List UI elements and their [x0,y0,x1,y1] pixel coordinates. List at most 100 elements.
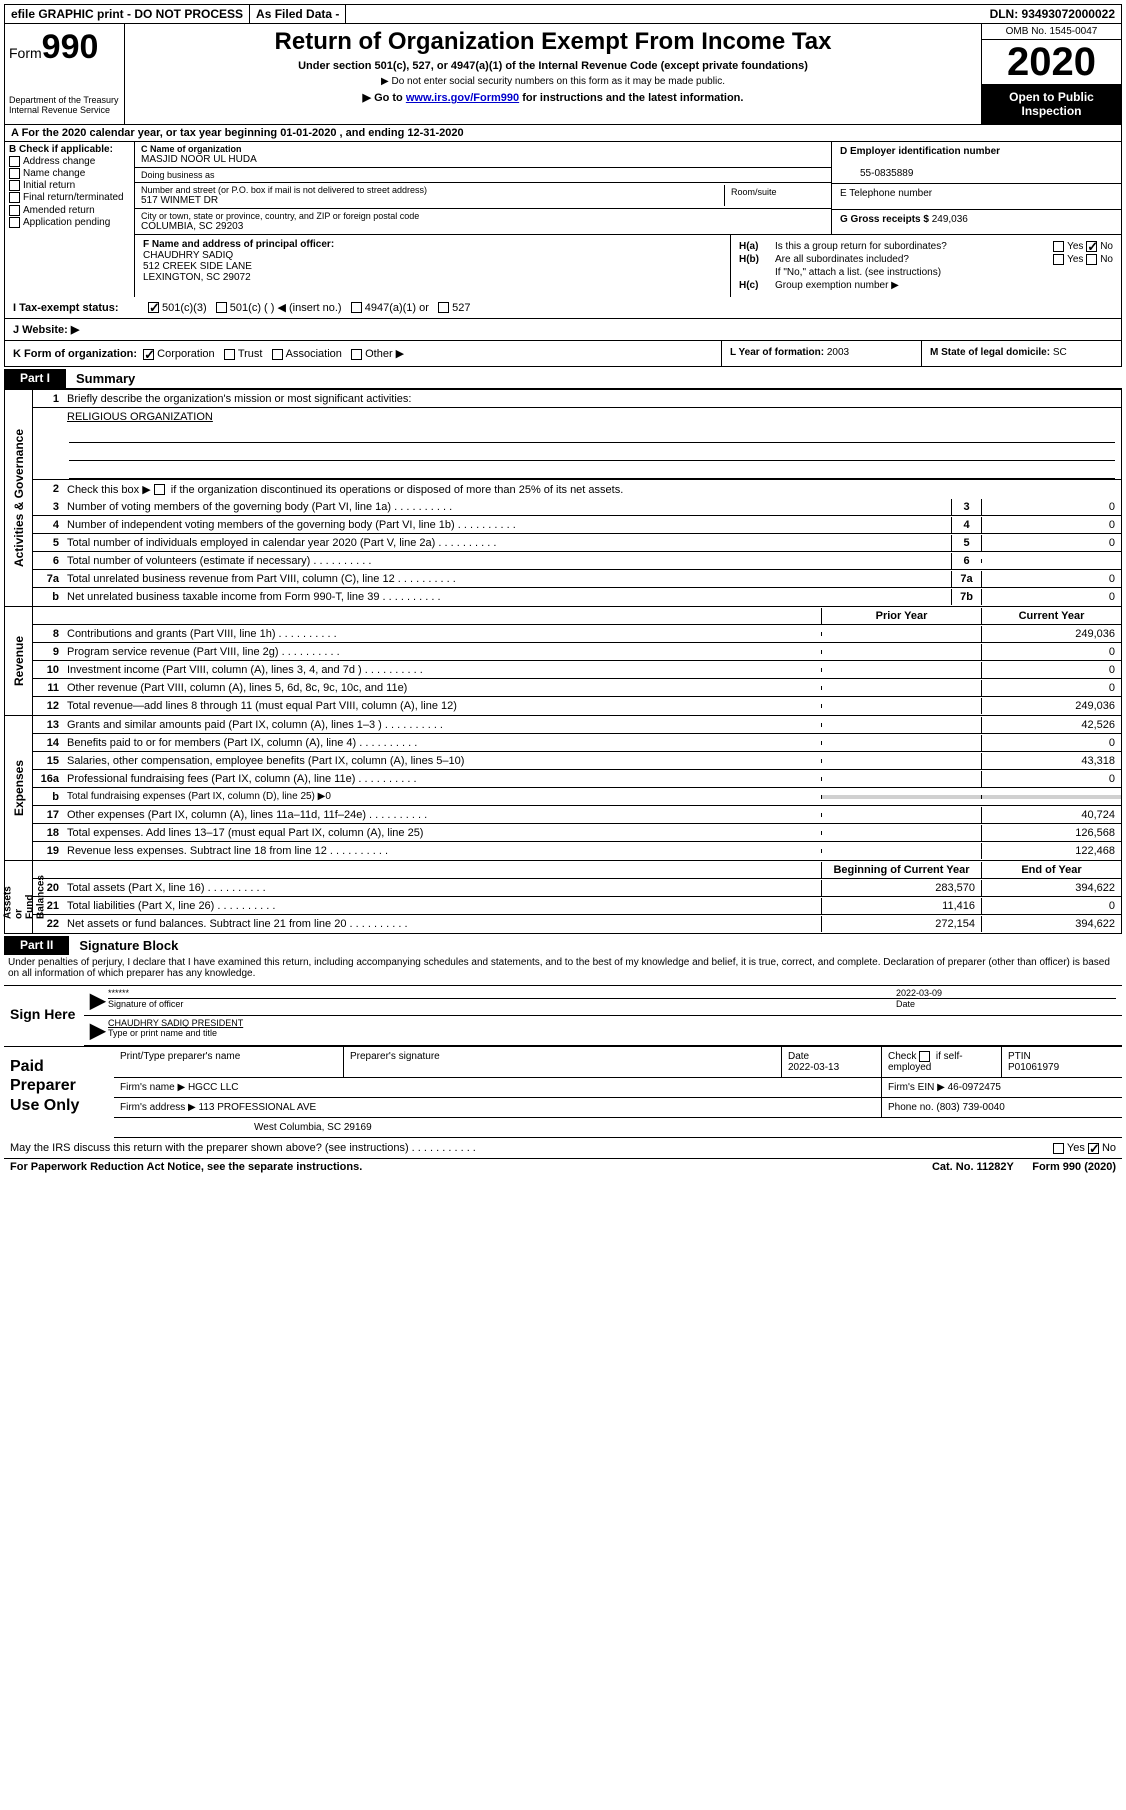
line20-c: 394,622 [981,880,1121,896]
org-name: MASJID NOOR UL HUDA [141,154,825,165]
form-header: Form990 Department of the Treasury Inter… [4,24,1122,125]
side-ag: Activities & Governance [12,429,26,567]
form-note2: ▶ Go to www.irs.gov/Form990 for instruct… [133,91,973,104]
cb-initial[interactable]: Initial return [9,180,130,191]
cb-pending[interactable]: Application pending [9,217,130,228]
line8-val: 249,036 [981,626,1121,642]
col-d-e-g: D Employer identification number 55-0835… [831,142,1121,234]
line16a-val: 0 [981,771,1121,787]
line11-val: 0 [981,680,1121,696]
form-note1: ▶ Do not enter social security numbers o… [133,76,973,87]
row-k-l-m: K Form of organization: Corporation Trus… [4,341,1122,367]
col-c-org: C Name of organization MASJID NOOR UL HU… [135,142,831,234]
cb-address[interactable]: Address change [9,156,130,167]
line7a-val: 0 [981,571,1121,587]
ein-value: 55-0835889 [840,168,913,179]
block-b-c-d: B Check if applicable: Address change Na… [4,142,1122,297]
cb-discuss-yes[interactable] [1053,1143,1064,1154]
line5-val: 0 [981,535,1121,551]
line3-val: 0 [981,499,1121,515]
net-assets-section: Net Assets or Fund Balances Beginning of… [4,861,1122,934]
room-suite-lbl: Room/suite [725,185,825,206]
year-formation: 2003 [827,347,849,358]
open-to-public: Open to Public Inspection [982,84,1121,124]
col-f-officer: F Name and address of principal officer:… [135,235,731,297]
activities-governance: Activities & Governance 1Briefly describ… [4,388,1122,607]
city: COLUMBIA, SC 29203 [141,221,825,232]
form-number: Form990 [9,28,120,67]
sig-redacted: ****** [108,988,896,998]
phone-label: E Telephone number [840,188,932,199]
cb-trust[interactable] [224,349,235,360]
col-b-checkboxes: B Check if applicable: Address change Na… [5,142,135,297]
line14-val: 0 [981,735,1121,751]
side-net: Net Assets or Fund Balances [0,875,46,919]
cb-501c3[interactable] [148,302,159,313]
ptin: P01061979 [1008,1062,1059,1073]
part1-header: Part I Summary [4,369,1122,388]
line6-val [981,559,1121,563]
prep-date: 2022-03-13 [788,1062,839,1073]
asfiled-label: As Filed Data - [250,5,346,23]
dept-label: Department of the Treasury Internal Reve… [9,95,120,115]
line15-val: 43,318 [981,753,1121,769]
officer-name: CHAUDHRY SADIQ PRESIDENT [108,1018,1116,1028]
row-j-website: J Website: ▶ [4,319,1122,341]
cb-discontinued[interactable] [154,484,165,495]
cb-527[interactable] [438,302,449,313]
part2-header: Part II Signature Block [4,936,1122,955]
cb-501c[interactable] [216,302,227,313]
cb-self-emp[interactable] [919,1051,930,1062]
cb-corp[interactable] [143,349,154,360]
line18-val: 126,568 [981,825,1121,841]
line13-val: 42,526 [981,717,1121,733]
cb-name[interactable]: Name change [9,168,130,179]
paid-preparer-block: Paid Preparer Use Only Print/Type prepar… [4,1046,1122,1138]
gross-value: 249,036 [932,214,968,225]
gross-label: G Gross receipts $ [840,214,929,225]
line21-c: 0 [981,898,1121,914]
street: 517 WINMET DR [141,195,724,206]
row-i-status: I Tax-exempt status: 501(c)(3) 501(c) ( … [4,297,1122,319]
tax-year: 2020 [982,40,1121,84]
dln-label: DLN: 93493072000022 [984,5,1121,23]
line9-val: 0 [981,644,1121,660]
sign-here-block: Sign Here ▶ ******Signature of officer 2… [4,985,1122,1046]
cb-other[interactable] [351,349,362,360]
firm-addr: 113 PROFESSIONAL AVE [199,1102,317,1113]
arrow-icon: ▶ [90,1018,108,1043]
side-rev: Revenue [12,636,26,686]
ein-label: D Employer identification number [840,146,1000,157]
side-exp: Expenses [12,760,26,816]
sig-date: 2022-03-09 [896,988,1116,998]
form-title: Return of Organization Exempt From Incom… [133,28,973,56]
expenses-section: Expenses 13Grants and similar amounts pa… [4,716,1122,861]
line22-p: 272,154 [821,916,981,932]
efile-label: efile GRAPHIC print - DO NOT PROCESS [5,5,250,23]
form-subtitle: Under section 501(c), 527, or 4947(a)(1)… [133,60,973,72]
line4-val: 0 [981,517,1121,533]
arrow-icon: ▶ [90,988,108,1013]
line20-p: 283,570 [821,880,981,896]
line12-val: 249,036 [981,698,1121,714]
line7b-val: 0 [981,589,1121,605]
col-h-group: H(a)Is this a group return for subordina… [731,235,1121,297]
omb-number: OMB No. 1545-0047 [982,24,1121,40]
cb-assoc[interactable] [272,349,283,360]
mission: RELIGIOUS ORGANIZATION [63,409,1121,425]
line21-p: 11,416 [821,898,981,914]
topbar: efile GRAPHIC print - DO NOT PROCESS As … [4,4,1122,24]
state-domicile: SC [1053,347,1067,358]
revenue-section: Revenue Prior YearCurrent Year 8Contribu… [4,607,1122,716]
cb-final[interactable]: Final return/terminated [9,192,130,203]
line17-val: 40,724 [981,807,1121,823]
cb-discuss-no[interactable] [1088,1143,1099,1154]
firm-ein: 46-0972475 [948,1082,1001,1093]
firm-phone: (803) 739-0040 [936,1102,1004,1113]
irs-link[interactable]: www.irs.gov/Form990 [406,92,519,104]
perjury-declaration: Under penalties of perjury, I declare th… [4,955,1122,981]
line19-val: 122,468 [981,843,1121,859]
footer: For Paperwork Reduction Act Notice, see … [4,1159,1122,1175]
cb-amended[interactable]: Amended return [9,205,130,216]
cb-4947[interactable] [351,302,362,313]
